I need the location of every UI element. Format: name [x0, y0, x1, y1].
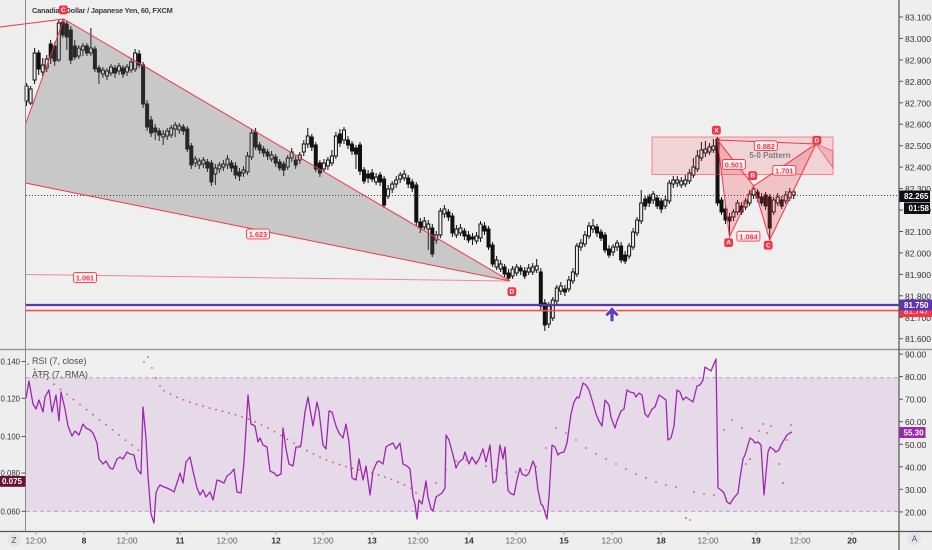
svg-text:0.100: 0.100	[0, 433, 20, 442]
svg-text:0.075: 0.075	[2, 477, 23, 486]
svg-text:18: 18	[656, 536, 666, 546]
svg-text:C: C	[766, 242, 771, 249]
svg-text:12:00: 12:00	[697, 536, 719, 546]
svg-text:RSI (7, close): RSI (7, close)	[32, 356, 87, 366]
svg-text:20: 20	[847, 536, 857, 546]
svg-text:5-0 Pattern: 5-0 Pattern	[749, 151, 790, 160]
svg-text:82.800: 82.800	[905, 77, 931, 87]
svg-text:11: 11	[176, 536, 185, 546]
svg-text:60.00: 60.00	[905, 417, 927, 427]
svg-text:X: X	[714, 127, 719, 134]
svg-text:12: 12	[271, 536, 281, 546]
svg-text:A: A	[726, 240, 731, 247]
svg-text:12:00: 12:00	[505, 536, 527, 546]
svg-text:50.00: 50.00	[905, 440, 927, 450]
svg-text:14: 14	[464, 536, 474, 546]
svg-text:82.900: 82.900	[905, 55, 931, 65]
svg-text:0.080: 0.080	[0, 469, 20, 478]
svg-text:0.060: 0.060	[0, 507, 20, 516]
svg-text:82.700: 82.700	[905, 98, 931, 108]
svg-text:12:00: 12:00	[789, 536, 811, 546]
svg-text:D: D	[814, 137, 819, 144]
svg-text:12:00: 12:00	[312, 536, 334, 546]
svg-text:1.701: 1.701	[775, 166, 793, 175]
svg-text:82.000: 82.000	[905, 248, 931, 258]
svg-text:80.00: 80.00	[905, 372, 927, 382]
svg-text:90.00: 90.00	[905, 350, 927, 360]
svg-text:8: 8	[82, 536, 87, 546]
svg-text:30.00: 30.00	[905, 485, 927, 495]
svg-text:12:00: 12:00	[216, 536, 238, 546]
svg-text:82.100: 82.100	[905, 227, 931, 237]
svg-text:55.30: 55.30	[904, 428, 925, 437]
svg-text:82.400: 82.400	[905, 163, 931, 173]
svg-text:1.623: 1.623	[249, 230, 267, 239]
svg-text:0.140: 0.140	[0, 358, 20, 367]
svg-text:C: C	[61, 7, 66, 14]
svg-text:82.500: 82.500	[905, 141, 931, 151]
svg-text:01:58: 01:58	[909, 204, 930, 213]
svg-text:Z: Z	[12, 536, 17, 545]
svg-text:0.882: 0.882	[757, 142, 775, 151]
svg-text:81.750: 81.750	[904, 301, 929, 310]
svg-text:12:00: 12:00	[601, 536, 623, 546]
svg-text:82.300: 82.300	[905, 184, 931, 194]
svg-text:40.00: 40.00	[905, 462, 927, 472]
svg-text:83.000: 83.000	[905, 34, 931, 44]
svg-text:ATR (7, RMA): ATR (7, RMA)	[32, 370, 88, 380]
svg-text:15: 15	[559, 536, 569, 546]
svg-text:19: 19	[751, 536, 761, 546]
svg-text:Canadian Dollar / Japanese Yen: Canadian Dollar / Japanese Yen, 60, FXCM	[32, 6, 173, 15]
svg-text:20.00: 20.00	[905, 507, 927, 517]
svg-text:1.061: 1.061	[76, 274, 94, 283]
svg-text:82.265: 82.265	[904, 192, 929, 201]
svg-text:B: B	[750, 173, 755, 180]
svg-text:A: A	[912, 535, 918, 544]
svg-text:81.747: 81.747	[904, 307, 929, 316]
svg-text:0.120: 0.120	[0, 394, 20, 403]
svg-text:82.600: 82.600	[905, 120, 931, 130]
svg-text:12:00: 12:00	[407, 536, 429, 546]
svg-text:1.084: 1.084	[739, 232, 758, 241]
svg-text:81.700: 81.700	[905, 313, 931, 323]
svg-text:70.00: 70.00	[905, 395, 927, 405]
svg-text:13: 13	[367, 536, 377, 546]
svg-text:81.600: 81.600	[905, 334, 931, 344]
svg-text:D: D	[510, 289, 515, 296]
svg-text:81.800: 81.800	[905, 291, 931, 301]
svg-text:81.900: 81.900	[905, 270, 931, 280]
svg-text:12:00: 12:00	[116, 536, 138, 546]
svg-text:12:00: 12:00	[25, 536, 47, 546]
svg-text:0.501: 0.501	[725, 161, 743, 170]
svg-text:83.100: 83.100	[905, 13, 931, 23]
